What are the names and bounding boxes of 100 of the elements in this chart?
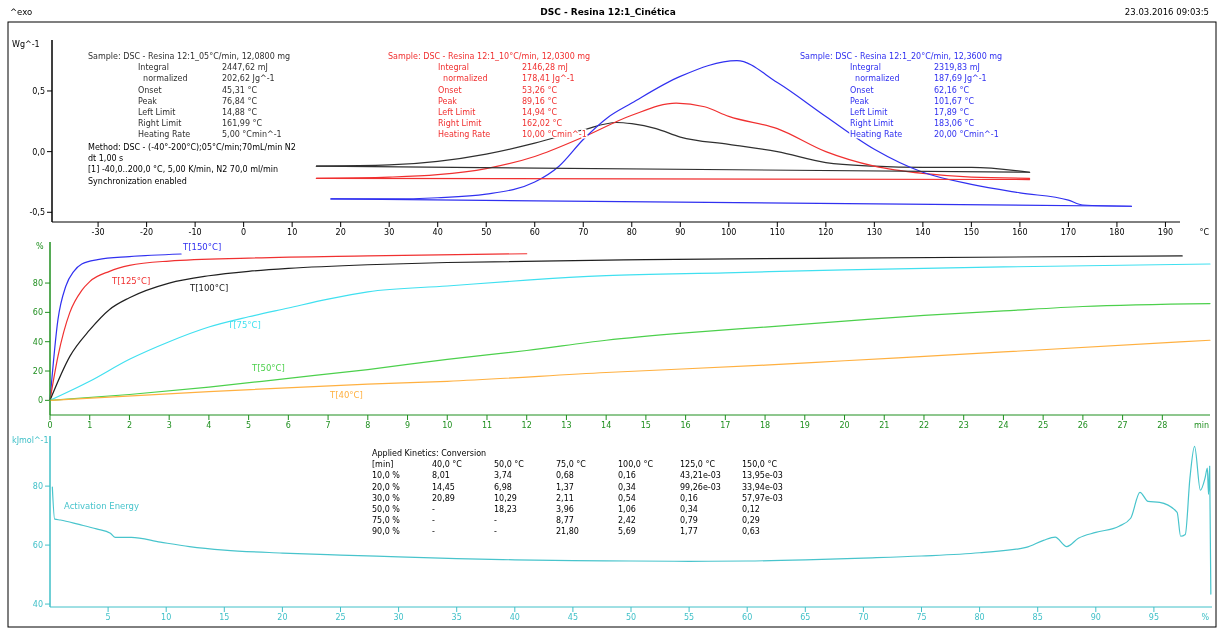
- x-tick-label: 190: [1157, 228, 1174, 237]
- text: Integral 2447,62 mJ normalized 202,62 Jg^-1 Onset 45,31 °C Peak 76,84 °C Left Limit 14,88 °C Right Limit 161,99 °C Heating Rate 5,00 °Cmin^-1: [138, 63, 282, 140]
- x-tick-label: 3: [166, 421, 172, 430]
- x-tick-label: 17: [720, 421, 731, 430]
- x-tick-label: 15: [219, 613, 230, 622]
- x-tick-label: 60: [742, 613, 753, 622]
- x-tick-label: 80: [974, 613, 985, 622]
- x-tick-label: 15: [640, 421, 651, 430]
- series-label: T[50°C]: [251, 363, 285, 373]
- x-tick-label: 110: [769, 228, 785, 237]
- x-tick-label: 23: [958, 421, 969, 430]
- x-tick-label: 85: [1032, 613, 1043, 622]
- x-tick-label: 10: [161, 613, 172, 622]
- x-tick-label: 180: [1109, 228, 1125, 237]
- y-tick-label: 80: [32, 482, 43, 492]
- series-label: Activation Energy: [64, 501, 140, 511]
- x-tick-label: -20: [140, 228, 154, 237]
- x-tick-label: 50: [625, 613, 637, 622]
- x-tick-label: -30: [91, 228, 105, 237]
- series-label: T[150°C]: [182, 242, 222, 252]
- series-label: T[40°C]: [329, 390, 363, 400]
- x-tick-label: 160: [1012, 228, 1028, 237]
- x-tick-label: 150: [963, 228, 980, 237]
- x-tick-label: 26: [1077, 421, 1088, 430]
- x-tick-label: 13: [561, 421, 572, 430]
- x-tick-label: 90: [1090, 613, 1101, 622]
- x-tick-label: 90: [675, 228, 686, 237]
- x-tick-label: 20: [277, 613, 288, 622]
- x-tick-label: 16: [680, 421, 691, 430]
- series-label: T[100°C]: [189, 283, 229, 293]
- x-tick-label: 6: [285, 421, 291, 430]
- series-label: T[125°C]: [111, 276, 151, 286]
- x-tick-label: 30: [384, 228, 395, 237]
- x-tick-label: 20: [839, 421, 850, 430]
- text: Sample: DSC - Resina 12:1_10°C/min, 12,0300 mg: [388, 52, 591, 61]
- y-tick-label: 60: [32, 541, 43, 551]
- x-tick-label: 4: [206, 421, 212, 430]
- x-tick-label: 40: [432, 228, 443, 237]
- text: Applied Kinetics: Conversion [min] 40,0 °C 50,0 °C 75,0 °C 100,0 °C 125,0 °C 150,0 °C 10,0 % 8,01 3,74 0,68 0,16 43,21e-03 13,95e-03 20,0 % 14,45 6,98 1,37 0,34 99,26e-03 33,94e-03 30,0 % 20,89 10,29 2,11 0,54 0,16 57,97e-03 50,0 % - 18,23 3,96 1,06 0,34 0,12 75,0 % - - 8,77 2,42 0,79 0,29 90,0 % - - 21,80 5,69 1,77 0,63: [372, 449, 783, 537]
- x-tick-label: 95: [1148, 613, 1159, 622]
- annotation: Method: DSC - (-40°-200°C);05°C/min;70mL/min N2 dt 1,00 s [1] -40,0..200,0 °C, 5,00 K/min, N2 70,0 ml/min Synchronization enabled: [88, 143, 296, 186]
- x-tick-label: 7: [325, 421, 331, 430]
- y-tick-label: 0,0: [32, 147, 45, 157]
- x-tick-label: 170: [1060, 228, 1077, 237]
- x-tick-label: 75: [916, 613, 927, 622]
- x-tick-label: -10: [188, 228, 202, 237]
- x-tick-label: 35: [451, 613, 462, 622]
- x-tick-label: 2: [126, 421, 132, 430]
- y-tick-label: 80: [32, 279, 43, 289]
- x-tick-label: 80: [626, 228, 637, 237]
- y-tick-label: 60: [32, 308, 43, 318]
- x-tick-label: 10: [287, 228, 298, 237]
- x-tick-label: 70: [858, 613, 869, 622]
- text: 23.03.2016 09:03:5: [1124, 7, 1209, 17]
- x-tick-label: 24: [998, 421, 1009, 430]
- x-tick-label: 100: [721, 228, 737, 237]
- x-tick-label: 50: [481, 228, 492, 237]
- x-tick-label: 14: [601, 421, 612, 430]
- text: Sample: DSC - Resina 12:1_20°C/min, 12,3600 mg: [800, 52, 1003, 61]
- text: ^exo: [10, 7, 33, 17]
- x-axis-title: °C: [1199, 228, 1210, 237]
- y-tick-label: -0,5: [29, 208, 45, 218]
- y-tick-label: 40: [32, 337, 43, 347]
- x-tick-label: 12: [521, 421, 532, 430]
- y-tick-label: 40: [32, 600, 43, 610]
- x-tick-label: 120: [818, 228, 834, 237]
- chart-title: DSC - Resina 12:1_Cinética: [540, 7, 676, 17]
- x-tick-label: 0: [47, 421, 53, 430]
- text: Sample: DSC - Resina 12:1_05°C/min, 12,0800 mg: [88, 52, 291, 61]
- x-tick-label: 1: [87, 421, 93, 430]
- x-axis-title: min: [1193, 421, 1209, 430]
- x-tick-label: 22: [918, 421, 930, 430]
- y-axis-title: Wg^-1: [12, 40, 40, 49]
- x-tick-label: 55: [684, 613, 695, 622]
- x-axis-title: %: [1201, 613, 1210, 622]
- y-tick-label: 0: [37, 396, 43, 406]
- x-tick-label: 27: [1117, 421, 1128, 430]
- x-tick-label: 130: [866, 228, 882, 237]
- x-tick-label: 60: [529, 228, 540, 237]
- x-tick-label: 8: [365, 421, 371, 430]
- x-tick-label: 20: [335, 228, 346, 237]
- x-tick-label: 25: [335, 613, 346, 622]
- x-tick-label: 30: [393, 613, 404, 622]
- x-tick-label: 25: [1038, 421, 1049, 430]
- x-tick-label: 65: [800, 613, 811, 622]
- x-tick-label: 140: [915, 228, 931, 237]
- x-tick-label: 70: [578, 228, 589, 237]
- x-tick-label: 11: [481, 421, 493, 430]
- y-axis-title: %: [36, 242, 44, 251]
- x-tick-label: 45: [567, 613, 578, 622]
- x-tick-label: 9: [404, 421, 411, 430]
- x-tick-label: 0: [241, 228, 247, 237]
- y-tick-label: 0,5: [32, 86, 45, 96]
- x-tick-label: 10: [442, 421, 453, 430]
- x-tick-label: 40: [509, 613, 520, 622]
- x-tick-label: 19: [799, 421, 810, 430]
- x-tick-label: 5: [246, 421, 252, 430]
- series-label: T[75°C]: [227, 320, 261, 330]
- y-axis-title: kJmol^-1: [12, 436, 49, 445]
- x-tick-label: 28: [1157, 421, 1168, 430]
